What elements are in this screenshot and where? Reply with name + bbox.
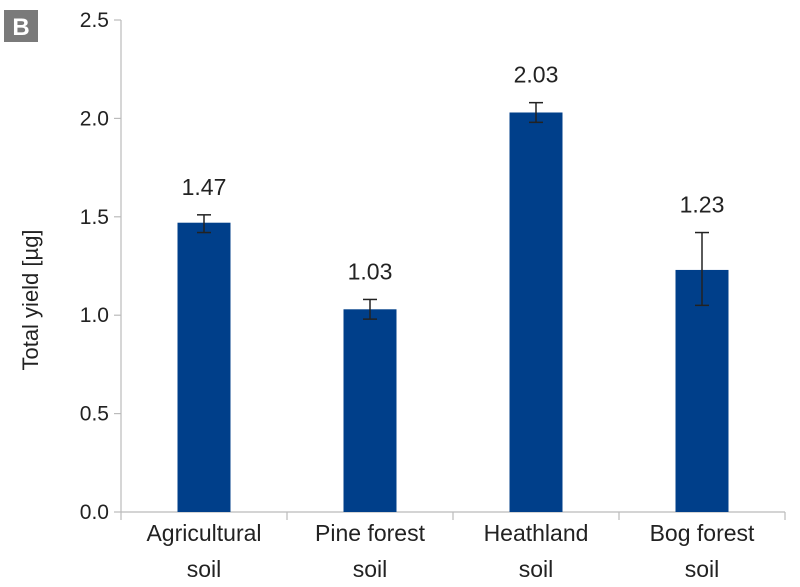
plot-area: 0.0 0.5 1.0 1.5 2.0 2.5 1.47 Agricultural soil 1.… (80, 9, 786, 582)
panel-label: B (12, 14, 29, 41)
bar-2 (509, 112, 563, 512)
category-label-1-line-1: soil (353, 556, 388, 582)
category-label-0-line-0: Agricultural (146, 520, 261, 546)
y-tick-label-4: 2.0 (80, 107, 109, 130)
panel-label-background (4, 10, 38, 42)
category-label-3-line-1: soil (685, 556, 720, 582)
y-tick-label-3: 1.5 (80, 206, 109, 229)
bar-0 (177, 222, 231, 513)
data-label-1: 1.03 (348, 258, 393, 284)
y-tick-label-2: 1.0 (80, 304, 109, 327)
category-label-1-line-0: Pine forest (315, 520, 426, 546)
bar-1 (343, 309, 397, 512)
data-label-2: 2.03 (514, 62, 559, 88)
y-tick-label-1: 0.5 (80, 403, 109, 426)
data-label-3: 1.23 (680, 192, 725, 218)
y-tick-label-0: 0.0 (80, 501, 109, 524)
category-label-3-line-0: Bog forest (650, 520, 755, 546)
category-label-0-line-1: soil (187, 556, 222, 582)
bar-3 (675, 269, 729, 512)
y-tick-label-5: 2.5 (80, 9, 109, 32)
category-label-2-line-0: Heathland (484, 520, 589, 546)
category-label-2-line-1: soil (519, 556, 554, 582)
y-axis-title: Total yield [µg] (18, 229, 43, 370)
data-label-0: 1.47 (182, 174, 227, 200)
panel-label-badge: B (4, 10, 38, 42)
